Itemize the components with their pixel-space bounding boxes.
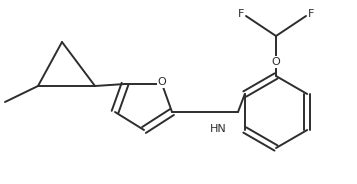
Text: O: O — [272, 57, 280, 67]
Text: F: F — [308, 9, 314, 19]
Text: HN: HN — [210, 124, 226, 134]
Text: O: O — [158, 77, 166, 87]
Text: F: F — [238, 9, 244, 19]
